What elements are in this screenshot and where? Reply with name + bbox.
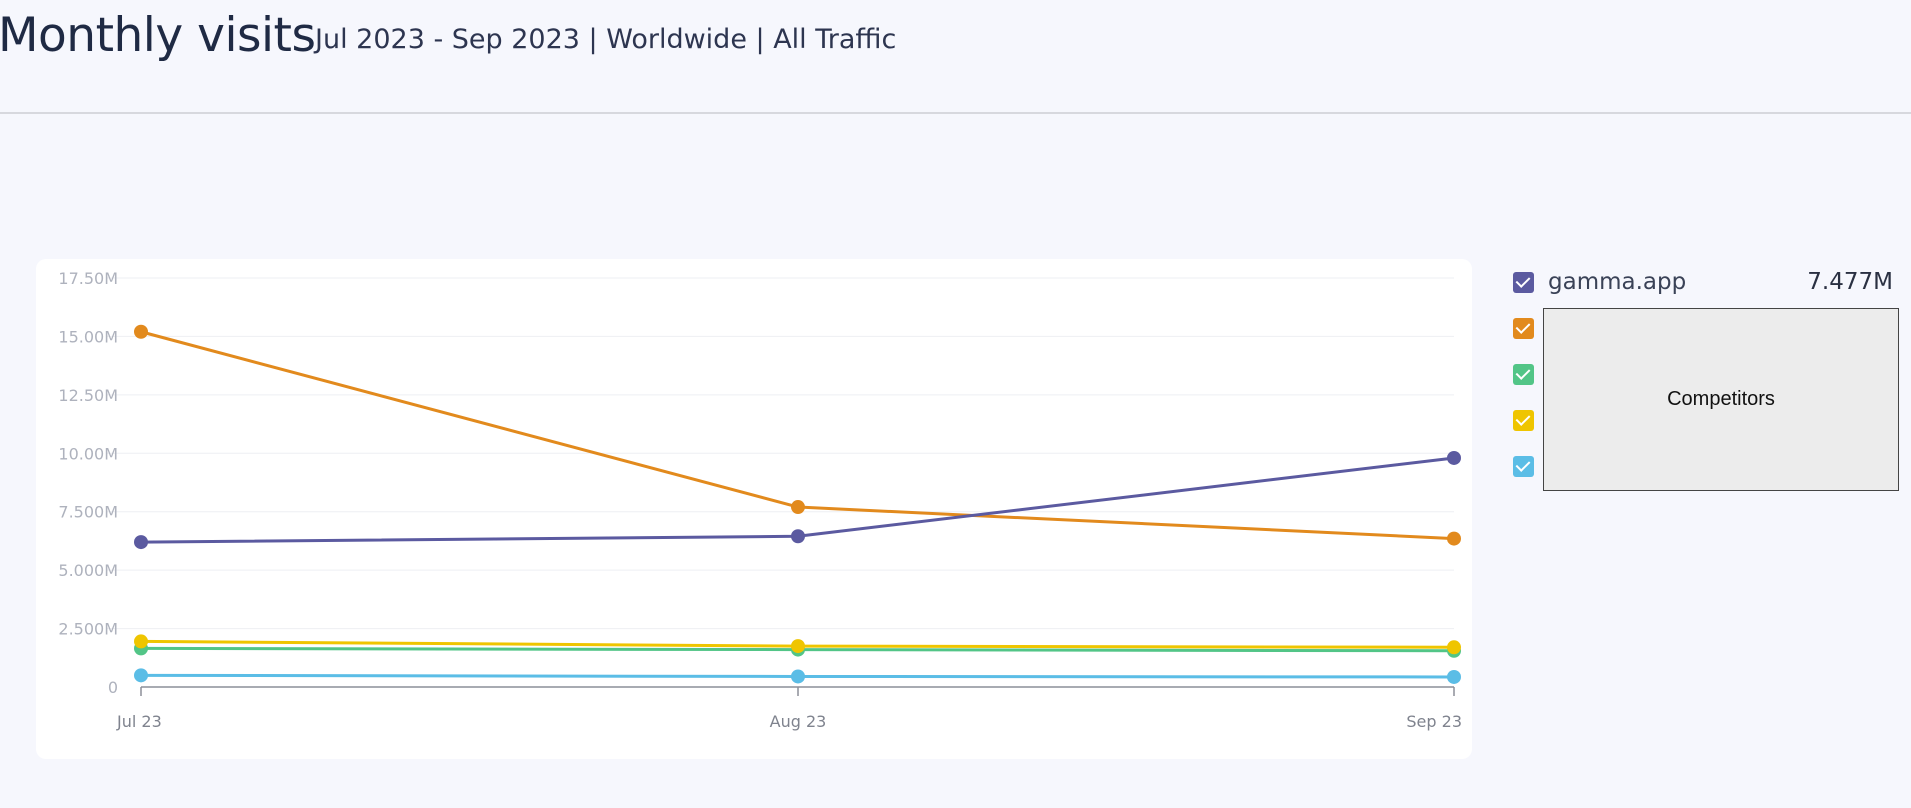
- data-point: [1447, 450, 1461, 465]
- data-point: [791, 639, 805, 654]
- legend-checkbox[interactable]: [1513, 456, 1534, 477]
- legend-checkbox[interactable]: [1513, 410, 1534, 431]
- data-point: [134, 668, 148, 683]
- y-tick-label: 17.50M: [58, 269, 118, 288]
- data-point: [791, 669, 805, 684]
- legend-item[interactable]: [1513, 312, 1893, 342]
- x-tick-label: Sep 23: [1406, 712, 1462, 731]
- legend-item[interactable]: gamma.app 7.477M: [1513, 266, 1893, 296]
- legend-site-name: gamma.app: [1548, 269, 1687, 295]
- legend-checkbox[interactable]: [1513, 364, 1534, 385]
- data-point: [134, 634, 148, 649]
- legend-checkbox[interactable]: [1513, 318, 1534, 339]
- data-point: [134, 324, 148, 339]
- x-tick-label: Jul 23: [116, 712, 162, 731]
- y-tick-label: 12.50M: [58, 386, 118, 405]
- competitors-overlay-label: Competitors: [1667, 388, 1775, 410]
- x-tick-label: Aug 23: [770, 712, 827, 731]
- competitors-overlay-box: Competitors: [1543, 308, 1899, 491]
- legend-item[interactable]: [1513, 404, 1893, 434]
- legend-item[interactable]: [1513, 450, 1893, 480]
- legend-item[interactable]: [1513, 358, 1893, 388]
- date-range-filter-summary[interactable]: Jul 2023 - Sep 2023 | Worldwide | All Tr…: [315, 24, 897, 55]
- data-point: [1447, 531, 1461, 546]
- y-tick-label: 7.500M: [58, 503, 118, 522]
- data-point: [1447, 669, 1461, 684]
- y-tick-label: 2.500M: [58, 620, 118, 639]
- monthly-visits-chart: 0 2.500M 5.000M 7.500M 10.00M 12.50M 15.00M 17.…: [58, 269, 1462, 731]
- data-point: [791, 500, 805, 515]
- data-point: [791, 529, 805, 544]
- y-tick-label: 5.000M: [58, 561, 118, 580]
- data-point: [134, 535, 148, 550]
- legend-checkbox[interactable]: [1513, 272, 1534, 293]
- page-title: Monthly visits: [0, 8, 316, 63]
- legend-site-value: 7.477M: [1807, 269, 1893, 295]
- y-tick-label: 15.00M: [58, 327, 118, 346]
- data-point: [1447, 640, 1461, 655]
- y-tick-label: 0: [108, 678, 118, 697]
- y-tick-label: 10.00M: [58, 444, 118, 463]
- page-header: Monthly visits Jul 2023 - Sep 2023 | Wor…: [0, 0, 1911, 114]
- monthly-visits-chart-card: 0 2.500M 5.000M 7.500M 10.00M 12.50M 15.00M 17.…: [36, 259, 1472, 759]
